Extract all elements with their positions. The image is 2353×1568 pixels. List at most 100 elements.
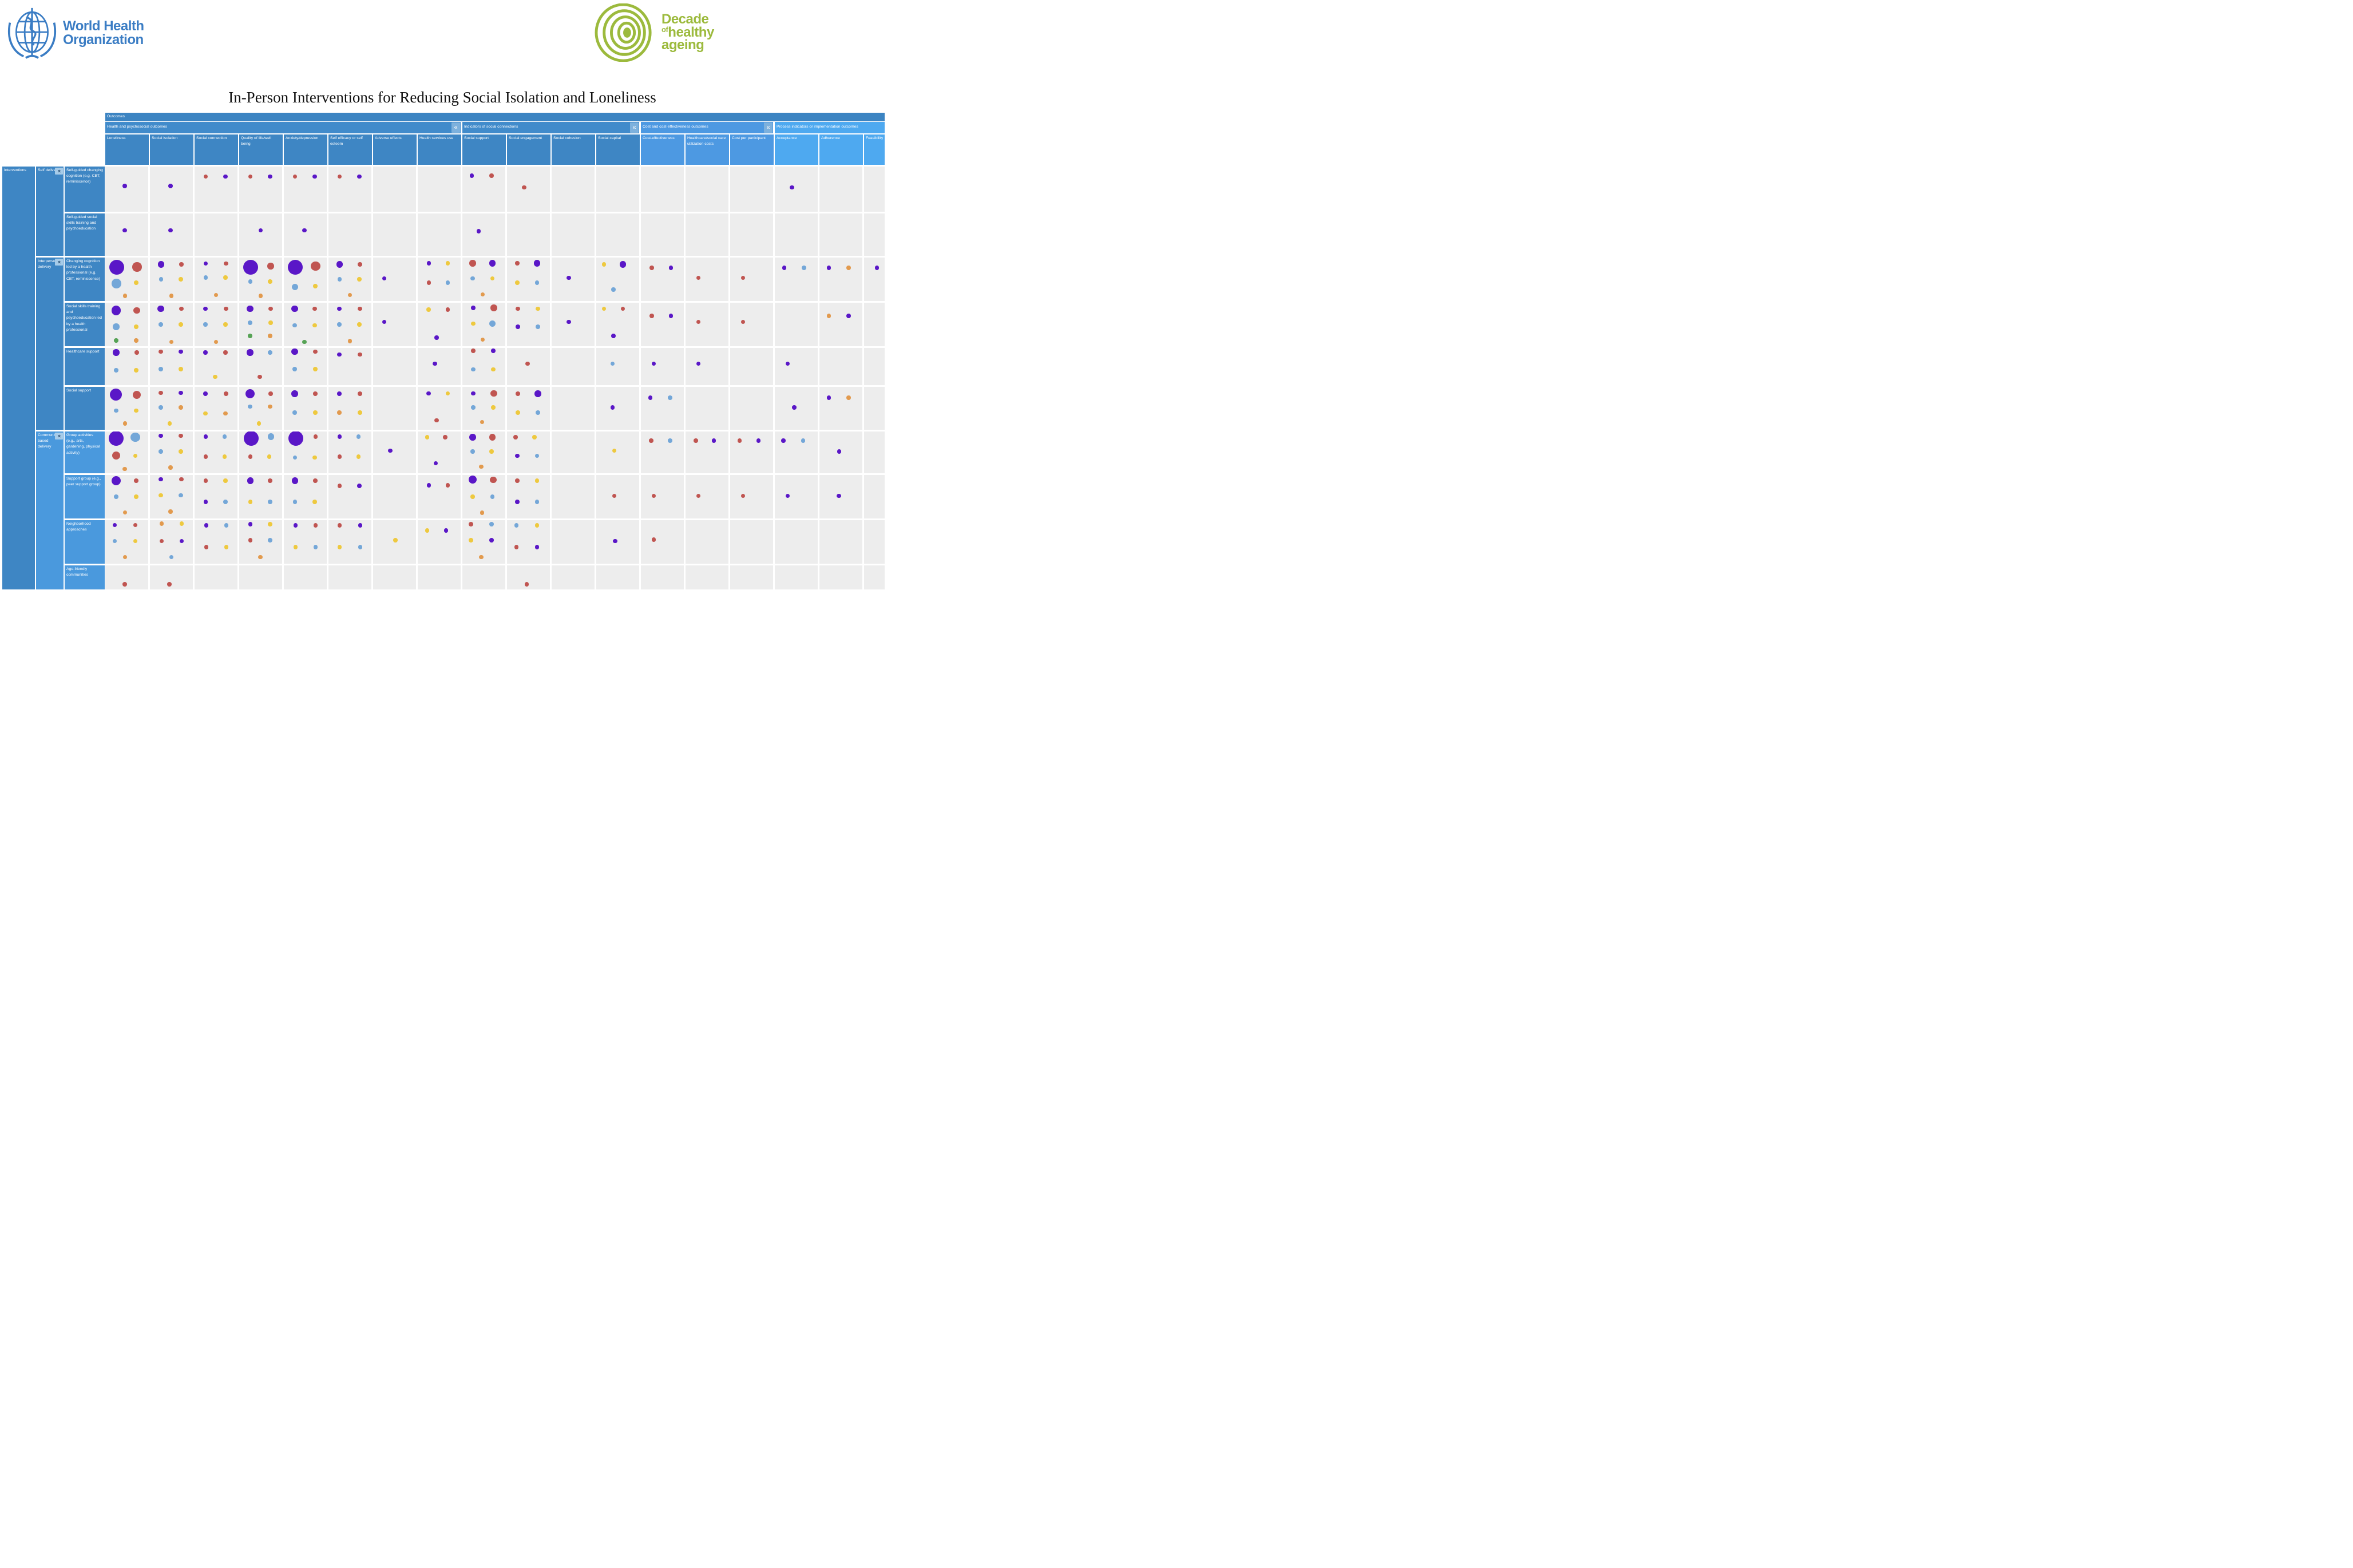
bubble-y[interactable] [248,500,253,504]
bubble-r[interactable] [312,306,317,311]
bubble-r[interactable] [337,174,342,179]
bubble-b[interactable] [292,323,297,328]
bubble-p[interactable] [567,319,571,324]
bubble-r[interactable] [522,185,526,190]
bubble-y[interactable] [536,306,540,311]
bubble-y[interactable] [268,320,273,325]
bubble-o[interactable] [268,404,272,409]
bubble-y[interactable] [179,521,184,526]
bubble-r[interactable] [203,174,208,179]
bubble-o[interactable] [480,510,485,515]
bubble-y[interactable] [426,307,431,312]
bubble-y[interactable] [134,280,138,285]
bubble-p[interactable] [157,305,164,312]
collapse-column-group-icon[interactable]: « [451,122,460,133]
bubble-p[interactable] [874,266,880,270]
bubble-p[interactable] [668,266,674,270]
row-group-2[interactable]: Interpersonal delivery « [36,258,64,430]
bubble-y[interactable] [532,435,537,439]
bubble-p[interactable] [337,434,342,439]
bubble-p[interactable] [287,259,303,275]
bubble-b[interactable] [248,279,253,284]
column-header-quality-of-life-well-being[interactable]: Quality of life/well being [239,134,283,165]
bubble-y[interactable] [223,478,228,483]
column-header-social-engagement[interactable]: Social engagement [507,134,550,165]
row-group-1[interactable]: Self delivery « [36,167,64,256]
bubble-p[interactable] [247,305,253,312]
bubble-p[interactable] [491,349,496,353]
bubble-p[interactable] [293,523,298,528]
bubble-r[interactable] [134,350,139,355]
column-group-1[interactable]: Health and psychosocial outcomes « [105,122,461,133]
bubble-b[interactable] [802,266,806,270]
bubble-p[interactable] [434,335,439,340]
bubble-o[interactable] [122,294,128,298]
bubble-r[interactable] [490,390,497,397]
bubble-y[interactable] [223,275,228,280]
bubble-r[interactable] [489,434,496,441]
bubble-b[interactable] [114,494,118,499]
bubble-p[interactable] [168,184,173,188]
bubble-p[interactable] [244,431,259,446]
bubble-b[interactable] [223,500,228,504]
bubble-o[interactable] [258,294,263,298]
column-header-social-support[interactable]: Social support [462,134,506,165]
bubble-p[interactable] [785,361,790,366]
bubble-p[interactable] [168,228,173,233]
bubble-y[interactable] [223,322,228,327]
bubble-o[interactable] [134,338,138,343]
bubble-p[interactable] [443,528,449,533]
bubble-r[interactable] [694,438,698,443]
bubble-p[interactable] [247,349,253,356]
bubble-o[interactable] [213,339,219,345]
bubble-r[interactable] [223,350,228,355]
bubble-r[interactable] [159,390,163,395]
bubble-r[interactable] [445,307,450,312]
bubble-b[interactable] [471,367,476,372]
bubble-r[interactable] [132,262,142,272]
bubble-y[interactable] [516,410,520,415]
bubble-p[interactable] [516,324,520,329]
bubble-b[interactable] [291,283,299,291]
bubble-r[interactable] [696,319,701,324]
bubble-r[interactable] [313,478,318,483]
bubble-o[interactable] [479,555,484,560]
bubble-y[interactable] [133,453,138,458]
column-header-social-cohesion[interactable]: Social cohesion [552,134,595,165]
bubble-p[interactable] [291,305,298,312]
bubble-r[interactable] [740,275,746,280]
bubble-r[interactable] [612,493,617,498]
bubble-b[interactable] [313,545,318,549]
column-group-3[interactable]: Cost and cost-effectiveness outcomes « [641,122,773,133]
bubble-p[interactable] [567,275,571,280]
bubble-r[interactable] [490,304,497,311]
bubble-y[interactable] [268,522,272,526]
bubble-r[interactable] [649,266,654,270]
column-header-acceptance[interactable]: Acceptance [775,134,818,165]
bubble-p[interactable] [837,493,841,498]
bubble-r[interactable] [248,538,253,543]
bubble-p[interactable] [790,185,794,190]
bubble-p[interactable] [826,395,831,400]
bubble-o[interactable] [169,339,174,345]
row-header-support-group-e-g-peer-support-group-[interactable]: Support group (e.g., peer support group) [65,475,105,518]
bubble-o[interactable] [347,339,352,343]
bubble-r[interactable] [740,493,746,498]
bubble-y[interactable] [471,321,476,326]
column-header-anxiety-depression[interactable]: Anxiety/depression [284,134,327,165]
bubble-y[interactable] [134,324,138,329]
bubble-y[interactable] [179,277,183,282]
bubble-y[interactable] [133,538,138,544]
bubble-r[interactable] [313,434,318,439]
bubble-p[interactable] [433,461,438,466]
bubble-o[interactable] [122,510,128,515]
bubble-y[interactable] [179,367,183,371]
bubble-r[interactable] [133,522,138,528]
row-header-self-guided-changing-cognition-e-g-cbt-r[interactable]: Self-guided changing cognition (e.g. CBT… [65,167,105,212]
bubble-p[interactable] [122,228,127,233]
bubble-r[interactable] [292,174,298,179]
bubble-p[interactable] [515,500,520,504]
bubble-y[interactable] [534,478,540,483]
row-header-self-guided-social-skills-training-and-p[interactable]: Self-guided social skills training and p… [65,213,105,256]
bubble-b[interactable] [292,455,298,460]
